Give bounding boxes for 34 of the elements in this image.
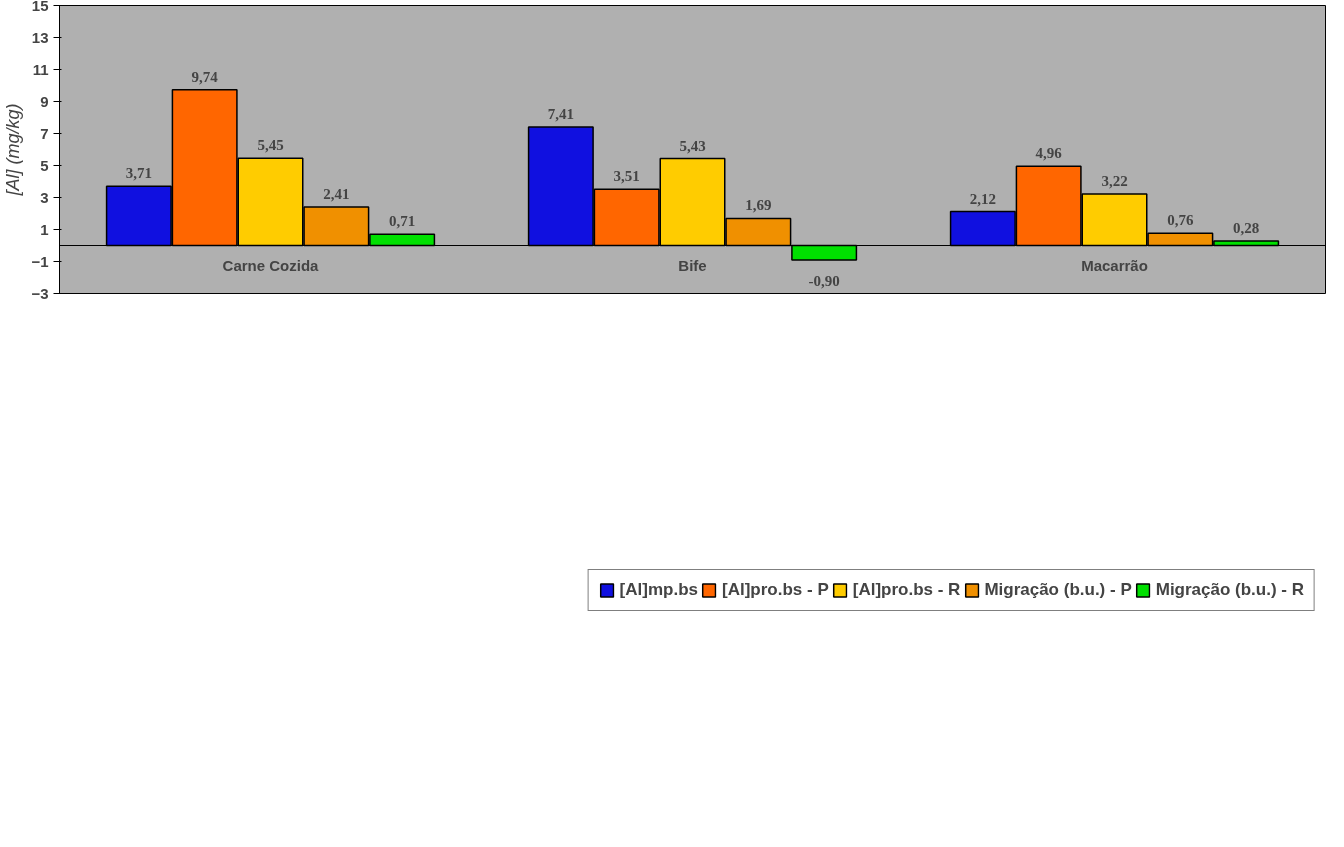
data-label: 0,28 [1233,220,1260,237]
legend-label: Migração (b.u.) - R [1155,579,1304,600]
data-label: 3,51 [613,168,640,185]
y-axis-title: [Al] (mg/kg) [3,103,24,197]
data-label: 3,22 [1101,172,1128,189]
y-tick-label: 7 [40,124,49,142]
y-tick-label: −3 [31,284,49,302]
data-label: 0,76 [1167,212,1194,229]
y-tick-label: 15 [31,0,49,14]
y-tick-label: 11 [32,60,49,78]
y-tick-label: 9 [40,92,49,110]
data-label: 5,43 [679,137,706,154]
legend-label: [Al]mp.bs [619,579,698,600]
y-tick-label: 5 [40,156,49,174]
y-tick-label: −1 [31,252,49,270]
legend-label: [Al]pro.bs - R [852,579,961,600]
data-label: 1,69 [745,197,772,214]
x-tick-label: Macarrão [1081,256,1148,274]
y-tick-label: 3 [40,188,49,206]
legend-label: [Al]pro.bs - P [722,579,829,600]
y-tick-label: 1 [40,220,49,238]
data-label: 4,96 [1035,145,1063,162]
data-label: 2,12 [969,190,996,207]
x-tick-label: Carne Cozida [222,256,320,274]
data-label: 5,45 [257,137,284,154]
data-label: 7,41 [547,105,574,122]
data-label: -0,90 [808,272,840,289]
legend-label: Migração (b.u.) - P [984,579,1132,600]
data-label: 0,71 [389,213,416,230]
data-label: 9,74 [191,68,219,85]
data-label: 3,71 [125,165,152,182]
x-tick-label: Bife [678,256,707,274]
y-tick-label: 13 [31,28,49,46]
data-label: 2,41 [323,185,350,202]
